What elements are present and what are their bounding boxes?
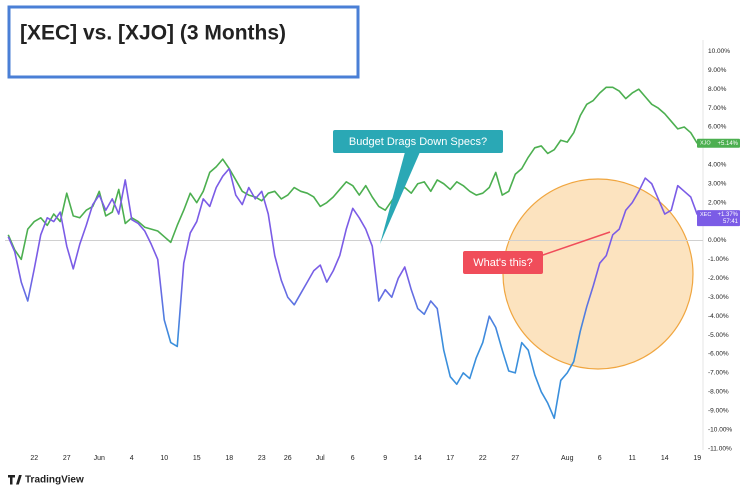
y-tick-label: -2.00% (708, 275, 729, 282)
x-tick-label: 4 (130, 455, 134, 462)
chart-title: [XEC] vs. [XJO] (3 Months) (20, 22, 286, 45)
y-tick-label: 8.00% (708, 86, 727, 93)
x-tick-label: 6 (598, 455, 602, 462)
x-tick-label: 15 (193, 455, 201, 462)
x-tick-label: 19 (693, 455, 701, 462)
y-tick-label: -4.00% (708, 313, 729, 320)
brand-name: TradingView (25, 475, 84, 486)
y-tick-label: 9.00% (708, 67, 727, 74)
y-tick-label: -1.00% (708, 256, 729, 263)
x-tick-label: Aug (561, 455, 574, 462)
callout-box (463, 251, 543, 274)
y-tick-label: 7.00% (708, 105, 727, 112)
title-box (7, 5, 360, 79)
x-tick-label: 17 (446, 455, 454, 462)
y-tick-label: 0.00% (708, 237, 727, 244)
y-tick-label: -8.00% (708, 389, 729, 396)
y-tick-label: 2.00% (708, 199, 727, 206)
y-tick-label: 3.00% (708, 180, 727, 187)
series-line (7, 86, 698, 261)
x-tick-label: 11 (629, 455, 636, 462)
price-tag (697, 210, 740, 227)
y-tick-label: 10.00% (708, 48, 730, 55)
y-tick-label: -5.00% (708, 332, 729, 339)
x-tick-label: Jul (316, 455, 325, 462)
value-label: +1.37% (717, 212, 738, 218)
brand-logo (8, 475, 22, 485)
series-line (7, 167, 699, 420)
y-tick-label: -11.00% (708, 445, 732, 452)
series-name: XEC (700, 212, 711, 218)
callout-line (539, 231, 611, 257)
x-tick-label: 9 (383, 455, 387, 462)
countdown: 57:41 (723, 219, 739, 225)
series-name: XJO (700, 141, 711, 147)
y-tick-label: 4.00% (708, 162, 727, 169)
x-tick-label: 6 (351, 455, 355, 462)
callout-pointer (380, 152, 420, 244)
y-tick-label: 6.00% (708, 124, 727, 131)
x-tick-label: 22 (479, 455, 487, 462)
y-tick-label: -6.00% (708, 351, 729, 358)
x-tick-label: 26 (284, 455, 292, 462)
x-tick-label: 27 (63, 455, 71, 462)
x-tick-label: 27 (511, 455, 519, 462)
annotation: Budget Drags Down Specs? (349, 136, 487, 148)
x-tick-label: 18 (225, 455, 233, 462)
price-tag (697, 138, 740, 148)
y-tick-label: -9.00% (708, 407, 729, 414)
x-tick-label: Jun (94, 455, 105, 462)
callout-box (333, 130, 503, 153)
x-tick-label: 23 (258, 455, 266, 462)
y-tick-label: -10.00% (708, 426, 732, 433)
annotation: What's this? (473, 257, 533, 269)
value-label: +5.14% (717, 141, 738, 147)
x-tick-label: 14 (414, 455, 422, 462)
x-tick-label: 22 (30, 455, 38, 462)
y-tick-label: -3.00% (708, 294, 729, 301)
x-tick-label: 10 (160, 455, 168, 462)
x-tick-label: 14 (661, 455, 669, 462)
y-tick-label: -7.00% (708, 370, 729, 377)
